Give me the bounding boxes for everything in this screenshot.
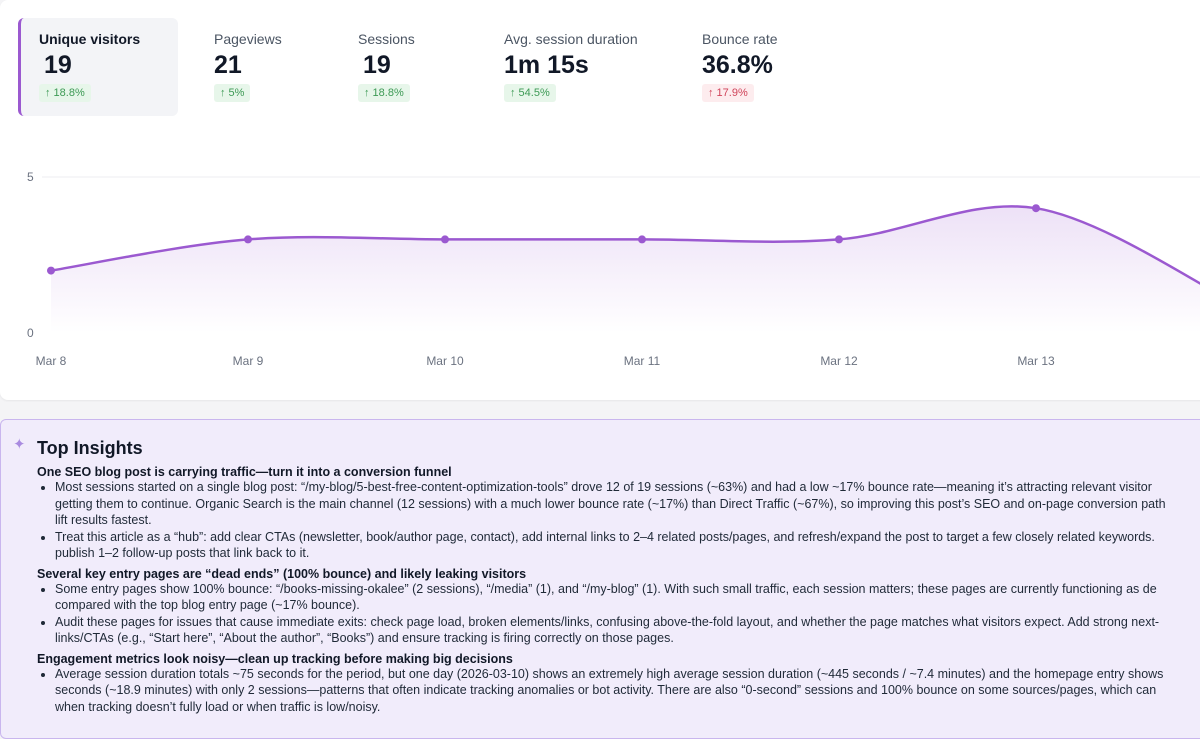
stat-change-badge: ↑ 5% [214, 84, 251, 102]
stat-tab-bounce-rate[interactable]: Bounce rate 36.8% ↑ 17.9% [684, 18, 796, 116]
insight-list: Most sessions started on a single blog p… [55, 479, 1200, 562]
insight-heading: Engagement metrics look noisy—clean up t… [37, 651, 513, 666]
insight-bullet: Most sessions started on a single blog p… [55, 479, 1200, 529]
insight-line: links/CTAs (e.g., “Start here”, “About t… [55, 631, 674, 645]
top-insights-panel: ✦ Top Insights One SEO blog post is carr… [0, 419, 1200, 739]
x-tick-label: Mar 10 [426, 354, 464, 368]
insight-bullet: Average session duration totals ~75 seco… [55, 666, 1200, 716]
y-tick-label: 5 [27, 170, 34, 184]
sparkle-icon: ✦ [13, 436, 26, 453]
insight-list: Some entry pages show 100% bounce: “/boo… [55, 581, 1200, 647]
y-tick-label: 0 [27, 326, 34, 340]
insight-line: when tracking doesn’t fully load or when… [55, 699, 381, 714]
data-point[interactable] [1032, 204, 1040, 213]
insight-line: seconds (~18.9 minutes) with only 2 sess… [55, 683, 1157, 697]
stat-tab-pageviews[interactable]: Pageviews 21 ↑ 5% [196, 18, 300, 116]
insights-title: Top Insights [37, 438, 143, 458]
stat-tab-sessions[interactable]: Sessions 19 ↑ 18.8% [340, 18, 433, 116]
insight-line: lift results fastest. [55, 513, 152, 527]
data-point[interactable] [244, 235, 252, 244]
stat-label: Sessions [358, 31, 415, 47]
stat-value: 36.8% [702, 51, 773, 79]
stat-value: 21 [214, 51, 242, 79]
insight-line: compared with the top blog entry page (~… [55, 598, 360, 612]
x-tick-label: Mar 13 [1017, 354, 1055, 368]
insight-line: Treat this article as a “hub”: add clear… [55, 529, 1155, 544]
x-tick-label: Mar 11 [624, 354, 661, 368]
stat-tab-avg-session-duration[interactable]: Avg. session duration 1m 15s ↑ 54.5% [486, 18, 656, 116]
insight-line: Audit these pages for issues that cause … [55, 614, 1160, 629]
stat-change-badge: ↑ 54.5% [504, 84, 556, 102]
insight-bullet: Audit these pages for issues that cause … [55, 614, 1200, 647]
stats-chart-card: Unique visitors 19 ↑ 18.8% Pageviews 21 ↑… [0, 0, 1200, 400]
area-fill [51, 206, 1200, 333]
stat-value: 1m 15s [504, 51, 589, 79]
stat-change-badge: ↑ 17.9% [702, 84, 754, 102]
insight-bullet: Some entry pages show 100% bounce: “/boo… [55, 581, 1200, 614]
stat-label: Avg. session duration [504, 31, 638, 47]
insight-line: Some entry pages show 100% bounce: “/boo… [55, 581, 1157, 596]
x-tick-label: Mar 12 [820, 354, 858, 368]
insight-list: Average session duration totals ~75 seco… [55, 666, 1200, 716]
data-point[interactable] [47, 266, 55, 275]
stat-change-badge: ↑ 18.8% [39, 84, 91, 102]
insight-line: Average session duration totals ~75 seco… [55, 666, 1164, 681]
stat-tab-unique-visitors[interactable]: Unique visitors 19 ↑ 18.8% [18, 18, 178, 116]
stat-value: 19 [44, 51, 72, 79]
insight-line: publish 1–2 follow-up posts that link ba… [55, 546, 310, 560]
stat-value: 19 [363, 51, 391, 79]
insight-line: Most sessions started on a single blog p… [55, 480, 1152, 494]
insight-line: getting them to continue. Organic Search… [55, 496, 1166, 511]
data-point[interactable] [441, 235, 449, 244]
stat-label: Pageviews [214, 31, 282, 47]
x-tick-label: Mar 8 [36, 354, 67, 368]
data-point[interactable] [638, 235, 646, 244]
insight-heading: Several key entry pages are “dead ends” … [37, 566, 527, 581]
stat-change-badge: ↑ 18.8% [358, 84, 410, 102]
x-tick-label: Mar 9 [233, 354, 264, 368]
stat-label: Unique visitors [39, 31, 141, 47]
stat-label: Bounce rate [702, 31, 778, 47]
insight-bullet: Treat this article as a “hub”: add clear… [55, 529, 1200, 562]
data-point[interactable] [835, 235, 843, 244]
insight-heading: One SEO blog post is carrying traffic—tu… [37, 465, 452, 479]
